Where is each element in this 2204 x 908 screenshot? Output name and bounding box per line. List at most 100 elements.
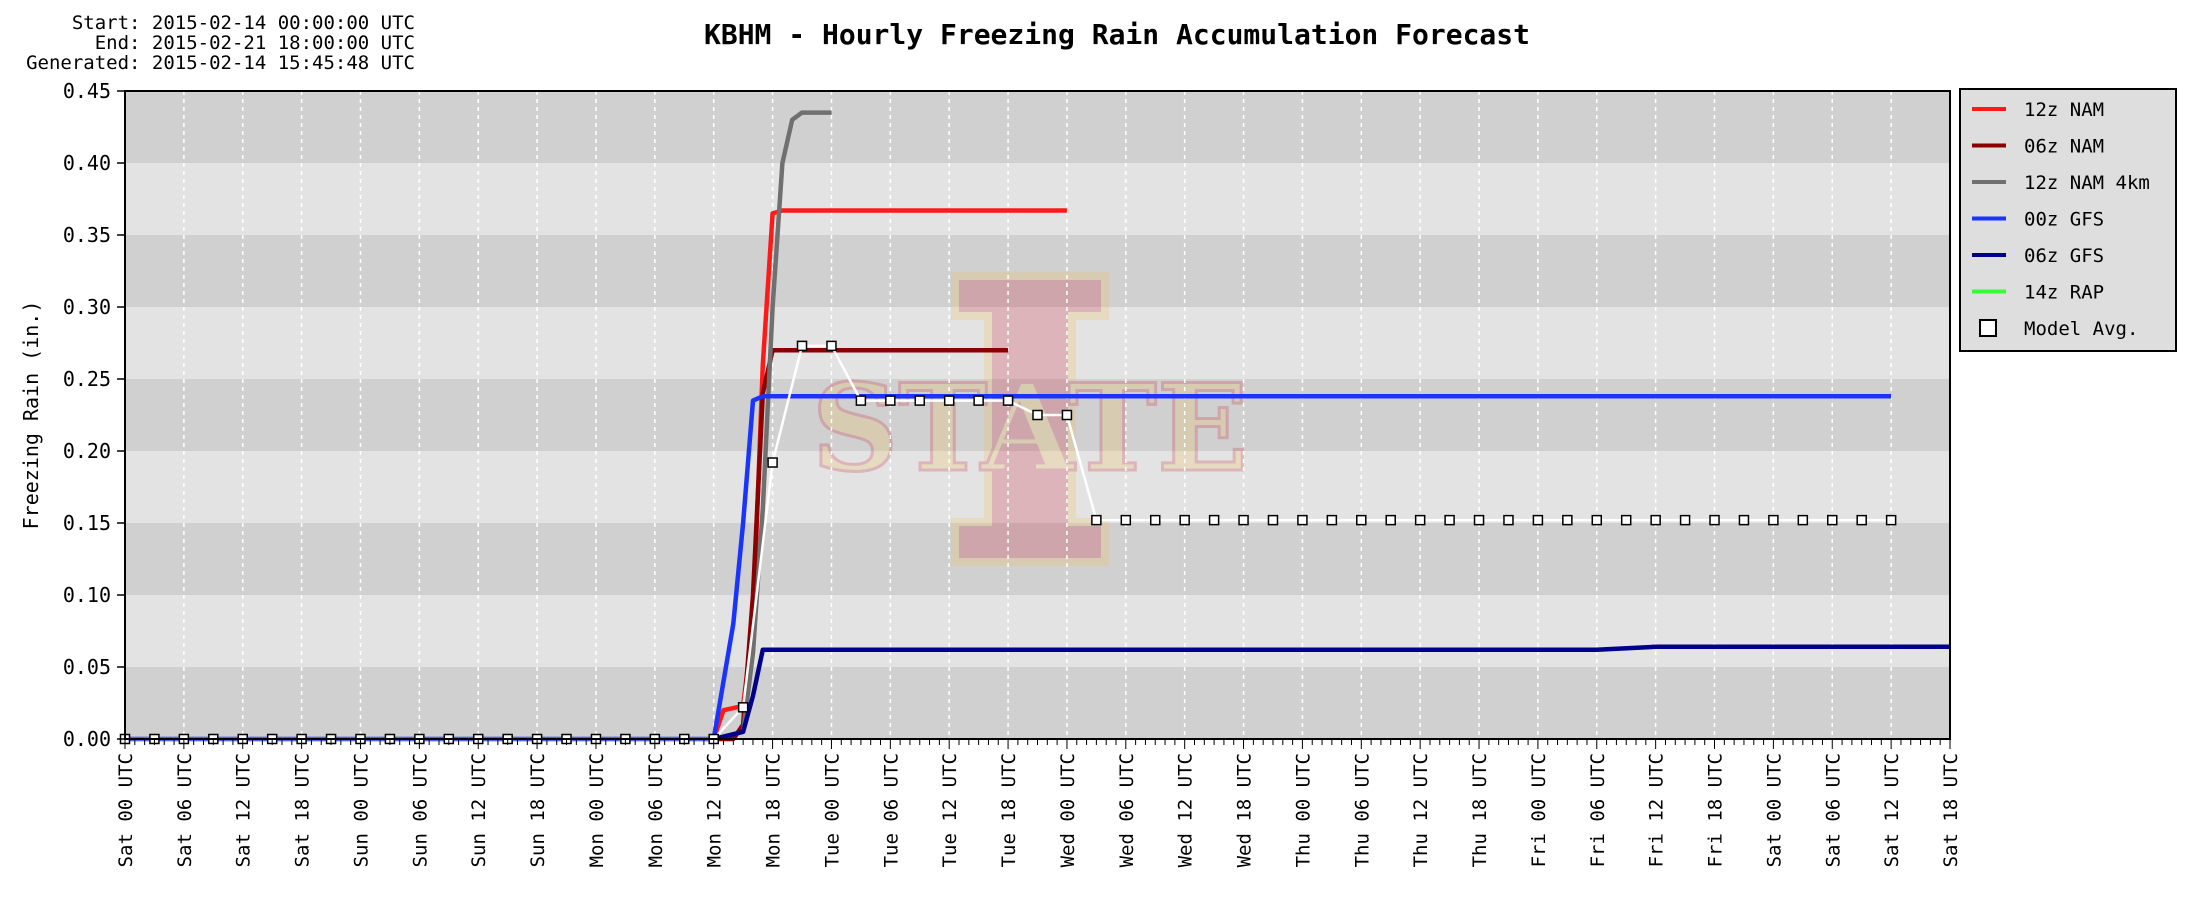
x-tick-label: Sun 18 UTC xyxy=(527,753,549,867)
model-avg-marker xyxy=(1149,514,1161,526)
background-band xyxy=(125,307,1950,379)
model-avg-marker xyxy=(1709,514,1720,526)
legend-label-12z-nam: 12z NAM xyxy=(2024,99,2104,121)
x-tick-label: Fri 06 UTC xyxy=(1587,753,1609,867)
model-avg-marker xyxy=(1120,514,1132,526)
x-tick-label: Tue 12 UTC xyxy=(939,753,961,867)
x-tick-label: Fri 00 UTC xyxy=(1528,753,1550,867)
model-avg-marker xyxy=(1002,395,1014,406)
legend-label-00z-gfs: 00z GFS xyxy=(2024,209,2104,231)
y-tick-label: 0.20 xyxy=(63,439,111,463)
x-tick-label: Wed 12 UTC xyxy=(1175,753,1197,867)
y-axis-label: Freezing Rain (in.) xyxy=(19,301,43,530)
x-tick-label: Tue 00 UTC xyxy=(821,753,843,867)
series-line-12z-nam xyxy=(711,208,1067,740)
x-tick-label: Sun 06 UTC xyxy=(409,753,431,867)
model-avg-marker xyxy=(826,340,837,352)
legend: 12z NAM 06z NAM 12z NAM 4km 00z GFS 06z GFS 1… xyxy=(1959,88,2177,352)
legend-label-06z-gfs: 06z GFS xyxy=(2024,245,2104,267)
model-avg-marker xyxy=(1620,514,1632,526)
x-tick-label: Thu 00 UTC xyxy=(1292,753,1314,867)
model-avg-marker xyxy=(1297,514,1308,526)
x-tick-label: Sat 00 UTC xyxy=(115,753,137,867)
x-tick-label: Mon 18 UTC xyxy=(763,753,785,867)
y-tick-label: 0.45 xyxy=(63,79,111,103)
model-avg-marker xyxy=(737,702,749,713)
plot-area: STATE xyxy=(119,90,1951,745)
x-tick-label: Sat 06 UTC xyxy=(1822,753,1844,867)
model-avg-marker xyxy=(1532,514,1544,526)
y-tick-label: 0.35 xyxy=(63,223,111,247)
x-tick-label: Mon 00 UTC xyxy=(586,753,608,867)
series-line-06z-gfs xyxy=(713,644,1950,742)
model-avg-marker xyxy=(914,395,926,406)
x-tick-label: Thu 12 UTC xyxy=(1410,753,1432,867)
model-avg-marker xyxy=(1238,514,1249,526)
legend-label-06z-nam: 06z NAM xyxy=(2024,136,2104,158)
model-avg-marker xyxy=(1267,514,1279,526)
end-line: End: 2015-02-21 18:00:00 UTC xyxy=(95,32,415,54)
x-axis: Sat 00 UTC Sat 06 UTC Sat 12 UTC Sat 18 UTC… xyxy=(115,739,1962,867)
x-tick-label: Mon 06 UTC xyxy=(645,753,667,867)
model-avg-marker xyxy=(1208,514,1220,526)
x-tick-label: Fri 12 UTC xyxy=(1646,753,1668,867)
model-avg-marker xyxy=(1650,514,1661,526)
x-tick-label: Fri 18 UTC xyxy=(1705,753,1727,867)
x-tick-label: Tue 18 UTC xyxy=(998,753,1020,867)
model-avg-marker xyxy=(1473,514,1485,526)
isu-watermark-logo: STATE xyxy=(810,272,1250,566)
generated-line: Generated: 2015-02-14 15:45:48 UTC xyxy=(26,52,415,74)
series-line-12z-nam-4km xyxy=(713,110,832,742)
model-avg-marker xyxy=(855,395,867,406)
background-band xyxy=(125,235,1950,307)
model-avg-marker xyxy=(1503,514,1514,526)
model-avg-marker xyxy=(1885,514,1897,526)
y-tick-label: 0.00 xyxy=(63,727,111,751)
x-tick-label: Sat 18 UTC xyxy=(292,753,314,867)
x-tick-label: Wed 00 UTC xyxy=(1057,753,1079,867)
model-avg-marker xyxy=(1032,409,1043,421)
legend-label-12z-nam-4km: 12z NAM 4km xyxy=(2024,172,2150,194)
model-avg-marker xyxy=(1061,409,1073,421)
model-avg-marker xyxy=(1827,514,1838,526)
model-avg-marker xyxy=(973,395,984,406)
x-tick-label: Sat 00 UTC xyxy=(1763,753,1785,867)
y-tick-label: 0.15 xyxy=(63,511,111,535)
model-avg-marker xyxy=(885,395,896,406)
x-tick-label: Sat 12 UTC xyxy=(1881,753,1903,867)
legend-label-14z-rap: 14z RAP xyxy=(2024,282,2104,304)
model-avg-marker xyxy=(1326,514,1338,526)
legend-label-model-avg: Model Avg. xyxy=(2024,318,2138,340)
x-tick-label: Sun 12 UTC xyxy=(468,753,490,867)
model-avg-marker xyxy=(1385,514,1396,526)
y-tick-label: 0.05 xyxy=(63,655,111,679)
x-tick-label: Wed 18 UTC xyxy=(1234,753,1256,867)
x-tick-label: Sat 12 UTC xyxy=(233,753,255,867)
model-avg-marker xyxy=(1356,514,1367,526)
background-band xyxy=(125,451,1950,523)
model-avg-marker xyxy=(1768,514,1779,526)
model-avg-marker xyxy=(1679,514,1691,526)
y-tick-label: 0.30 xyxy=(63,295,111,319)
model-avg-marker xyxy=(1591,514,1603,526)
model-avg-marker xyxy=(1091,514,1102,526)
background-band xyxy=(125,667,1950,739)
y-axis: 0.00 0.05 0.10 0.15 0.20 0.25 0.30 0.35 0.40 0.45 xyxy=(63,79,125,751)
watermark-word: STATE xyxy=(812,358,1249,499)
background-band xyxy=(125,595,1950,667)
x-tick-label: Sun 00 UTC xyxy=(350,753,372,867)
model-avg-marker xyxy=(1562,514,1573,526)
x-tick-label: Sat 06 UTC xyxy=(174,753,196,867)
x-tick-label: Sat 18 UTC xyxy=(1940,753,1962,867)
background-band xyxy=(125,163,1950,235)
grid-lines xyxy=(183,91,1892,739)
model-avg-marker xyxy=(1797,514,1809,526)
y-tick-label: 0.40 xyxy=(63,151,111,175)
x-tick-label: Thu 06 UTC xyxy=(1351,753,1373,867)
model-avg-marker xyxy=(1738,514,1750,526)
start-line: Start: 2015-02-14 00:00:00 UTC xyxy=(72,12,415,34)
chart-title: KBHM - Hourly Freezing Rain Accumulation… xyxy=(704,18,1530,51)
x-tick-label: Tue 06 UTC xyxy=(880,753,902,867)
model-avg-marker xyxy=(767,457,778,468)
